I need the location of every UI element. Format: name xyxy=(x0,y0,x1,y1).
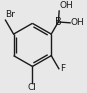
Text: F: F xyxy=(60,64,65,73)
Text: B: B xyxy=(55,17,62,27)
Text: OH: OH xyxy=(59,1,73,10)
Text: Cl: Cl xyxy=(27,83,36,92)
Text: Br: Br xyxy=(5,10,15,19)
Text: OH: OH xyxy=(70,18,84,27)
